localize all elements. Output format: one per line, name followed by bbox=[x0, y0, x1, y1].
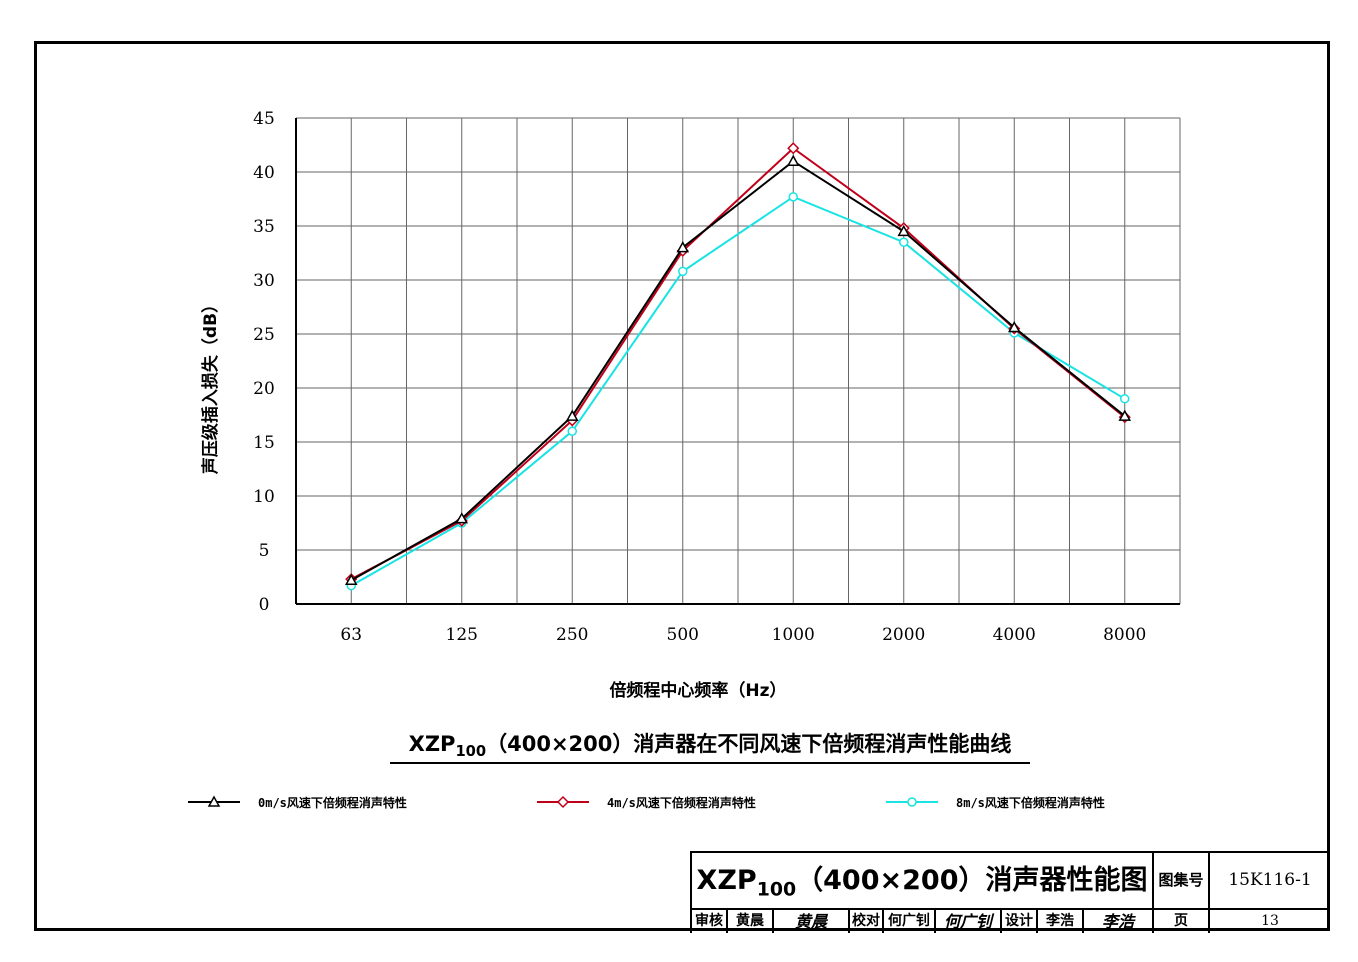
review-label: 审核 bbox=[692, 910, 728, 933]
y-tick-label: 30 bbox=[253, 271, 275, 291]
triangle-marker bbox=[897, 224, 911, 237]
legend-label: 4m/s风速下倍频程消声特性 bbox=[607, 795, 756, 810]
diamond-marker bbox=[556, 795, 570, 809]
x-tick-label: 2000 bbox=[882, 625, 925, 645]
check-signature: 何广钊 bbox=[936, 910, 1002, 933]
y-tick-label: 45 bbox=[253, 109, 275, 129]
chart-axes bbox=[295, 118, 1180, 605]
drawing-title-prefix: XZP bbox=[696, 865, 757, 896]
chart-legend: 0m/s风速下倍频程消声特性 4m/s风速下倍频程消声特性 8m/s风速下倍频程消声… bbox=[188, 795, 1105, 810]
chart-grid bbox=[295, 117, 1181, 605]
signature-row: 审核 黄晨 黄晨 校对 何广钊 何广钊 设计 李浩 李浩 页 13 bbox=[692, 908, 1330, 933]
legend-item: 0m/s风速下倍频程消声特性 bbox=[188, 795, 407, 810]
y-tick-label: 35 bbox=[253, 217, 275, 237]
triangle-marker bbox=[565, 409, 579, 421]
y-tick-label: 25 bbox=[253, 325, 275, 345]
circle-marker bbox=[1120, 394, 1130, 404]
series-line bbox=[350, 159, 1126, 582]
triangle-marker bbox=[344, 573, 358, 585]
y-tick-label: 20 bbox=[253, 379, 275, 399]
x-tick-label: 250 bbox=[556, 625, 588, 645]
x-tick-label: 63 bbox=[340, 625, 362, 645]
y-tick-label: 10 bbox=[253, 487, 275, 507]
circle-marker bbox=[907, 797, 917, 807]
series-triangle bbox=[344, 154, 1132, 585]
legend-item: 4m/s风速下倍频程消声特性 bbox=[537, 795, 756, 810]
series-circle bbox=[346, 192, 1130, 591]
legend-label: 8m/s风速下倍频程消声特性 bbox=[956, 795, 1105, 810]
x-tick-labels: 63 125 250 500 1000 2000 4000 8000 bbox=[340, 625, 1146, 645]
page-number: 13 bbox=[1261, 913, 1279, 929]
y-tick-label: 40 bbox=[253, 163, 275, 183]
y-tick-labels: 0 5 10 15 20 25 30 35 40 45 bbox=[253, 109, 275, 615]
check-label: 校对 bbox=[850, 910, 884, 933]
x-tick-label: 1000 bbox=[772, 625, 815, 645]
x-tick-label: 8000 bbox=[1103, 625, 1146, 645]
page-label: 页 bbox=[1154, 910, 1210, 933]
title-block: XZP100（400×200）消声器性能图 图集号 15K116-1 审核 黄晨… bbox=[690, 851, 1330, 933]
circle-marker bbox=[788, 192, 798, 202]
caption-suffix: （400×200）消声器在不同风速下倍频程消声性能曲线 bbox=[486, 732, 1012, 756]
y-axis-title: 声压级插入损失（dB） bbox=[200, 296, 221, 475]
y-tick-label: 5 bbox=[259, 541, 270, 561]
drawing-title: XZP100（400×200）消声器性能图 bbox=[692, 853, 1154, 908]
x-tick-label: 125 bbox=[446, 625, 478, 645]
drawing-title-subscript: 100 bbox=[756, 878, 797, 901]
review-name: 黄晨 bbox=[728, 910, 774, 933]
circle-marker bbox=[567, 426, 577, 436]
atlas-number-label: 图集号 bbox=[1154, 853, 1210, 908]
review-signature: 黄晨 bbox=[774, 910, 850, 933]
design-signature: 李浩 bbox=[1084, 910, 1154, 933]
caption-subscript: 100 bbox=[455, 743, 487, 761]
diamond-marker bbox=[787, 142, 800, 155]
y-tick-label: 0 bbox=[259, 595, 270, 615]
circle-marker bbox=[899, 237, 909, 247]
atlas-number: 15K116-1 bbox=[1228, 870, 1312, 890]
x-tick-label: 500 bbox=[667, 625, 699, 645]
design-name: 李浩 bbox=[1038, 910, 1084, 933]
chart-caption: XZP100（400×200）消声器在不同风速下倍频程消声性能曲线 bbox=[390, 728, 1030, 764]
chart-series bbox=[344, 142, 1132, 591]
drawing-frame bbox=[34, 41, 1330, 931]
triangle-marker bbox=[1007, 320, 1021, 333]
caption-prefix: XZP bbox=[408, 732, 456, 756]
y-tick-label: 15 bbox=[253, 433, 275, 453]
x-tick-label: 4000 bbox=[993, 625, 1036, 645]
legend-label: 0m/s风速下倍频程消声特性 bbox=[258, 795, 407, 810]
triangle-marker bbox=[455, 512, 469, 524]
triangle-marker bbox=[676, 241, 690, 253]
drawing-title-suffix: （400×200）消声器性能图 bbox=[796, 865, 1148, 896]
design-label: 设计 bbox=[1002, 910, 1038, 933]
check-name: 何广钊 bbox=[884, 910, 936, 933]
legend-item: 8m/s风速下倍频程消声特性 bbox=[886, 795, 1105, 810]
triangle-marker bbox=[1118, 409, 1132, 421]
triangle-marker bbox=[786, 154, 800, 166]
triangle-marker bbox=[207, 795, 221, 807]
x-axis-title: 倍频程中心频率（Hz） bbox=[609, 680, 786, 701]
circle-marker bbox=[678, 266, 688, 277]
series-line bbox=[350, 195, 1126, 587]
